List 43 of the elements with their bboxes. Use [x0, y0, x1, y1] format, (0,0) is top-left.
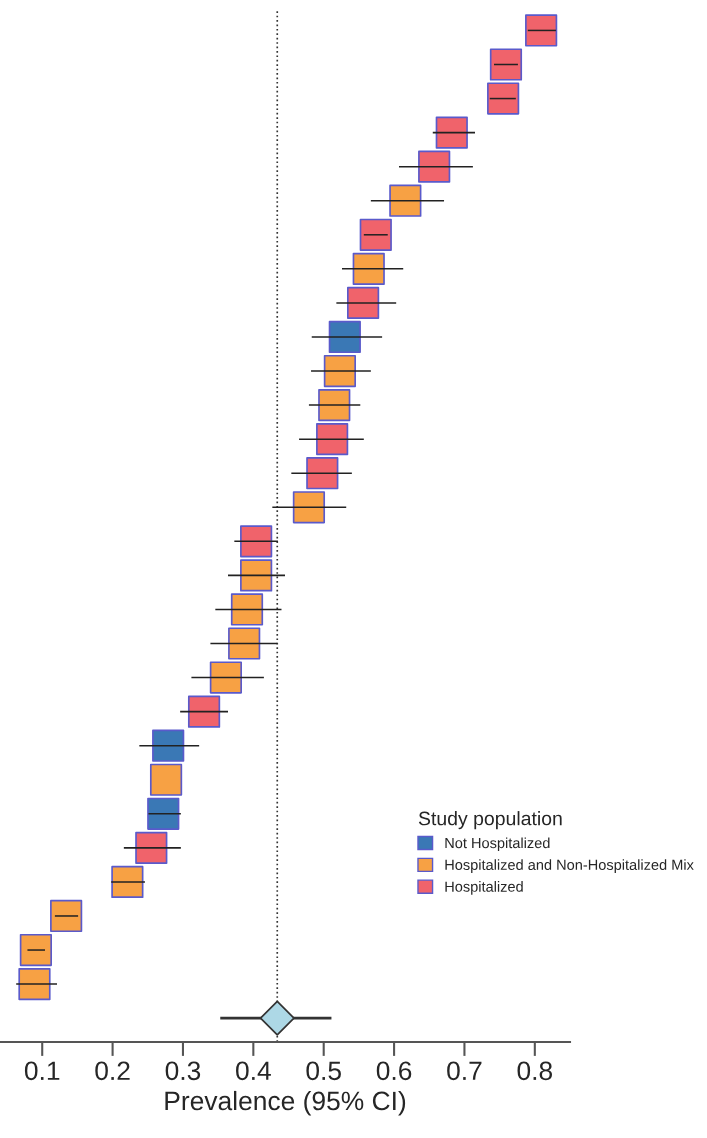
point	[352, 252, 385, 285]
point	[328, 320, 361, 354]
point	[230, 593, 264, 626]
point	[19, 933, 53, 967]
point	[209, 661, 243, 694]
point	[18, 967, 51, 1001]
point	[240, 559, 273, 592]
point	[316, 423, 349, 456]
legend-label: Hospitalized	[445, 881, 523, 895]
x-tick-label: 0.1	[24, 1061, 60, 1081]
point	[346, 286, 380, 320]
x-axis-title: Prevalence (95% CI)	[165, 1090, 406, 1116]
point	[259, 1000, 295, 1036]
point	[240, 525, 273, 558]
x-tick-label: 0.2	[95, 1061, 130, 1081]
x-tick-label: 0.7	[447, 1061, 482, 1081]
point	[228, 627, 261, 660]
legend-label: Hospitalized and Non-Hospitalized Mix	[445, 859, 694, 873]
point	[149, 763, 183, 796]
point	[50, 899, 83, 933]
point	[487, 82, 520, 115]
point	[389, 184, 422, 217]
legend-title: Study population	[418, 811, 562, 830]
point	[292, 491, 326, 524]
point	[489, 48, 523, 81]
point	[135, 831, 168, 864]
point	[152, 729, 185, 762]
x-tick-label: 0.5	[306, 1061, 341, 1081]
point	[147, 797, 180, 830]
point	[418, 150, 451, 183]
x-tick-label: 0.3	[165, 1061, 201, 1081]
x-tick-label: 0.6	[376, 1061, 412, 1081]
point	[111, 865, 144, 899]
point	[323, 354, 357, 388]
x-tick-label: 0.8	[517, 1061, 553, 1081]
point	[306, 457, 339, 490]
point	[525, 14, 558, 47]
x-tick-label: 0.4	[236, 1061, 271, 1081]
point	[359, 218, 392, 251]
point	[187, 695, 221, 728]
point	[318, 388, 351, 422]
point	[435, 116, 468, 149]
legend-label: Not Hospitalized	[445, 837, 550, 852]
